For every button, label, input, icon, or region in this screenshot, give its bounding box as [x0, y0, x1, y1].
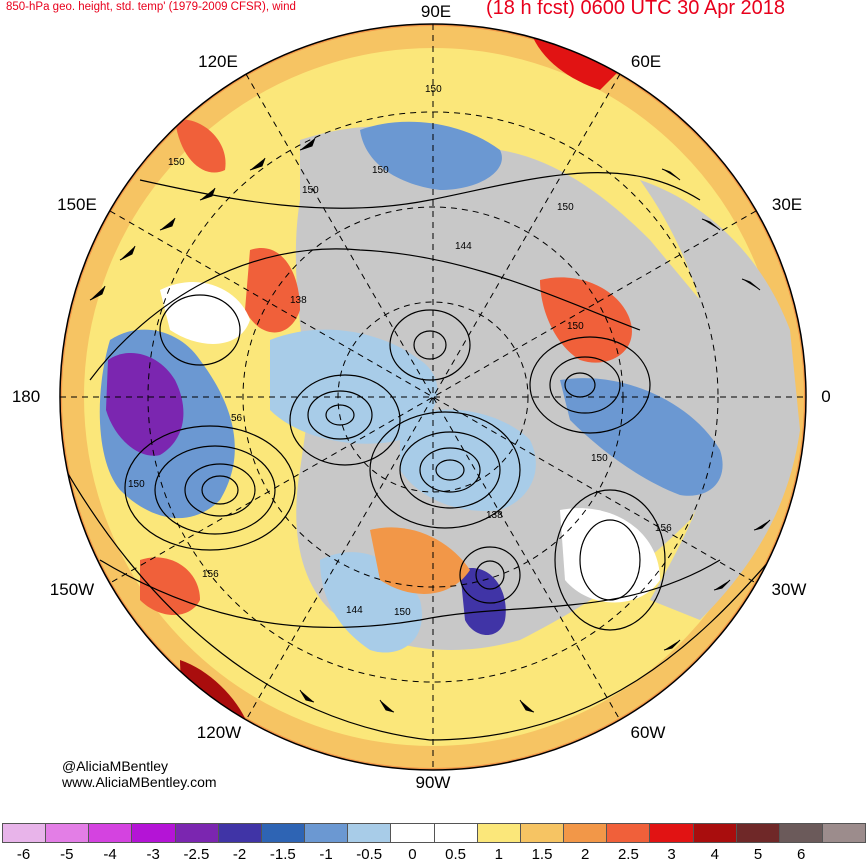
colorbar-tick-label: -2 — [232, 846, 247, 863]
cold-anomaly-alaska — [270, 329, 438, 444]
colorbar — [2, 823, 866, 843]
colorbar-tick-label: 0.5 — [445, 846, 467, 863]
colorbar-ticks: -6 -5 -4 -3 -2.5 -2 -1.5 -1 -0.5 0 0.5 1 1.5 2 2.5 3 4 5 6 — [0, 846, 868, 864]
lon-label-60w: 60W — [630, 723, 666, 742]
colorbar-tick-label: -3 — [146, 846, 160, 863]
cold-anomaly-canada — [460, 568, 506, 635]
contour-label: 56 — [231, 413, 243, 424]
contour-label: 150 — [567, 321, 584, 332]
lon-label-120w: 120W — [196, 723, 242, 742]
lat-lon-grid — [60, 24, 806, 770]
colorbar-segment — [520, 824, 565, 842]
colorbar-segment — [564, 824, 608, 842]
colorbar-tick-label: 4 — [710, 846, 719, 863]
lon-label-120e: 120E — [198, 52, 238, 71]
lon-label-90e: 90E — [420, 2, 452, 21]
warm-anomaly-east-asia — [175, 119, 226, 173]
colorbar-segment — [175, 824, 219, 842]
colorbar-tick-label: -1.5 — [269, 846, 296, 863]
contour-label: 150 — [425, 84, 442, 95]
cold-anomaly-core — [106, 352, 184, 456]
credit-website: www.AliciaMBentley.com — [62, 774, 217, 790]
colorbar-tick-label: 1 — [494, 846, 503, 863]
colorbar-segment — [348, 824, 392, 842]
colorbar-segment — [736, 824, 780, 842]
lon-label-180: 180 — [11, 387, 41, 406]
colorbar-tick-label: -6 — [16, 846, 31, 863]
colorbar-segment — [261, 824, 306, 842]
colorbar-segment — [305, 824, 349, 842]
lon-label-150e: 150E — [57, 195, 97, 214]
lon-label-60e: 60E — [630, 52, 662, 71]
contour-label: 150 — [557, 202, 574, 213]
cold-anomaly-atlantic — [560, 378, 723, 496]
colorbar-segment — [650, 824, 694, 842]
contour-label: 144 — [346, 605, 363, 616]
warm-anomaly-na — [370, 527, 470, 594]
contour-label: 150 — [128, 479, 145, 490]
cold-anomaly-arctic — [400, 409, 536, 511]
contour-label: 138 — [290, 295, 307, 306]
lon-label-30e: 30E — [771, 195, 803, 214]
contour-label: 138 — [486, 510, 503, 521]
lon-label-90w: 90W — [415, 773, 451, 792]
contour-label: 156 — [202, 569, 219, 580]
neutral-region-2 — [560, 508, 660, 603]
colorbar-tick-label: 5 — [753, 846, 763, 863]
colorbar-segment — [779, 824, 823, 842]
contour-label: 150 — [302, 185, 319, 196]
contour-label: 150 — [591, 453, 608, 464]
lon-label-0: 0 — [821, 387, 831, 406]
cold-anomaly-siberia — [360, 121, 502, 190]
lon-label-30w: 30W — [771, 580, 807, 599]
colorbar-segment — [3, 824, 47, 842]
colorbar-tick-label: 2 — [581, 846, 590, 863]
contour-label: 150 — [394, 607, 411, 618]
contour-label: 156 — [655, 523, 672, 534]
colorbar-tick-label: 6 — [797, 846, 806, 863]
credit-handle: @AliciaMBentley — [62, 758, 169, 774]
contour-label: 150 — [372, 165, 389, 176]
colorbar-segment — [89, 824, 133, 842]
lon-label-150w: 150W — [49, 580, 95, 599]
colorbar-segment — [822, 824, 866, 842]
contour-label: 144 — [455, 241, 472, 252]
colorbar-segment — [693, 824, 737, 842]
neutral-region-1 — [160, 281, 250, 344]
colorbar-tick-label: -5 — [60, 846, 74, 863]
colorbar-tick-label: -1 — [319, 846, 333, 863]
colorbar-tick-label: 2.5 — [617, 846, 639, 863]
warm-anomaly-beaufort — [245, 248, 300, 333]
map-boundary — [59, 23, 807, 771]
colorbar-segment — [132, 824, 176, 842]
colorbar-tick-label: 0 — [408, 846, 417, 863]
colorbar-tick-label: -2.5 — [183, 846, 210, 863]
colorbar-tick-label: -0.5 — [356, 846, 383, 863]
colorbar-segment — [607, 824, 651, 842]
colorbar-tick-label: 1.5 — [531, 846, 553, 863]
colorbar-segment — [391, 824, 435, 842]
colorbar-segment — [477, 824, 521, 842]
colorbar-tick-label: 3 — [667, 846, 676, 863]
contour-label-group: 150 150 150 150 144 138 150 56 150 150 1… — [128, 84, 672, 618]
chart-title-right: (18 h fcst) 0600 UTC 30 Apr 2018 — [486, 0, 786, 19]
colorbar-segment — [434, 824, 478, 842]
colorbar-segment — [46, 824, 90, 842]
colorbar-tick-label: -4 — [103, 846, 117, 863]
height-contours — [60, 172, 771, 741]
warm-anomaly-europe — [540, 277, 632, 363]
chart-title-left: 850-hPa geo. height, std. temp' (1979-20… — [6, 1, 296, 13]
contour-label: 150 — [168, 157, 185, 168]
colorbar-segment — [218, 824, 262, 842]
